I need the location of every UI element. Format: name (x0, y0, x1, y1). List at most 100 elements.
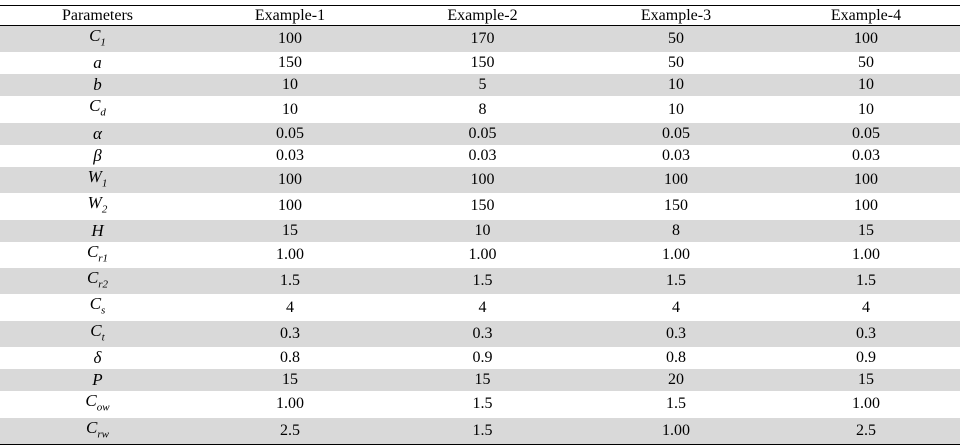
header-cell: Parameters (0, 5, 195, 26)
header-cell: Example-1 (195, 5, 385, 26)
value-cell: 0.3 (385, 320, 580, 348)
parameter-subscript: d (100, 106, 106, 119)
parameter-cell: H (0, 219, 195, 242)
table-row: W2 100 150 150 100 (0, 193, 960, 219)
parameter-subscript: 1 (100, 36, 106, 49)
value-cell: 150 (470, 54, 495, 72)
parameter-cell: Crw (0, 417, 195, 445)
value-cell: 10 (195, 74, 385, 97)
parameter-subscript: r1 (98, 251, 109, 264)
value-cell: 4 (478, 298, 487, 316)
parameter-cell: Cow (0, 391, 195, 417)
value-cell: 20 (580, 369, 772, 392)
value-cell: 150 (664, 197, 688, 215)
parameter-cell: C1 (0, 25, 195, 53)
parameter-cell: a (0, 52, 195, 74)
parameter-subscript: r2 (98, 278, 109, 291)
parameter-symbol: C (90, 320, 102, 340)
value-cell: 1.5 (666, 395, 686, 413)
value-cell: 1.00 (852, 395, 880, 413)
value-cell: 100 (772, 166, 960, 194)
value-cell: 100 (580, 166, 772, 194)
value-cell: 15 (195, 219, 385, 242)
table-row: C1 100 170 50 100 (0, 25, 960, 53)
value-cell: 15 (772, 369, 960, 392)
parameter-subscript: 2 (101, 203, 108, 216)
value-cell: 0.3 (772, 320, 960, 348)
parameter-symbol: C (89, 26, 101, 45)
value-cell: 10 (668, 100, 684, 118)
table-row: Cow 1.00 1.5 1.5 1.00 (0, 391, 960, 417)
header-cell: Example-4 (772, 5, 960, 26)
value-cell: 100 (195, 25, 385, 53)
parameter-cell: P (0, 369, 195, 392)
value-cell: 1.5 (772, 267, 960, 295)
parameter-symbol: a (93, 53, 102, 73)
parameter-cell: δ (0, 347, 195, 369)
value-cell: 0.8 (280, 349, 300, 367)
parameter-symbol: H (91, 220, 104, 240)
value-cell: 1.00 (276, 245, 304, 263)
value-cell: 100 (854, 197, 878, 215)
parameter-cell: b (0, 74, 195, 97)
value-cell: 0.05 (772, 122, 960, 145)
value-cell: 4 (672, 298, 680, 316)
parameter-cell: Cd (0, 96, 195, 122)
value-cell: 0.03 (662, 146, 690, 164)
parameter-cell: Cr2 (0, 267, 195, 295)
parameter-symbol: C (86, 417, 98, 437)
table-row: β 0.03 0.03 0.03 0.03 (0, 145, 960, 167)
value-cell: 50 (858, 54, 874, 72)
value-cell: 1.00 (852, 245, 880, 263)
value-cell: 1.00 (276, 395, 304, 413)
parameter-subscript: ow (96, 401, 110, 414)
parameter-symbol: W (87, 166, 102, 186)
table-row: Cd 10 8 10 10 (0, 96, 960, 122)
value-cell: 100 (385, 166, 580, 194)
value-cell: 8 (580, 219, 772, 242)
parameter-subscript: rw (97, 427, 109, 440)
value-cell: 100 (195, 166, 385, 194)
value-cell: 5 (385, 74, 580, 97)
value-cell: 10 (385, 219, 580, 242)
value-cell: 1.5 (385, 267, 580, 295)
value-cell: 1.00 (468, 245, 497, 263)
table-row: b 10 5 10 10 (0, 74, 960, 97)
table-body: C1 100 170 50 100 a 150 150 50 50 b 10 5 10 10 Cd 10 8 10 1… (0, 25, 960, 445)
table-row: Cr2 1.5 1.5 1.5 1.5 (0, 267, 960, 295)
parameter-cell: α (0, 122, 195, 145)
value-cell: 10 (772, 74, 960, 97)
value-cell: 8 (478, 100, 487, 118)
parameter-table: Parameters Example-1 Example-2 Example-3 Exa… (0, 5, 960, 445)
parameter-symbol: P (92, 370, 103, 390)
parameter-subscript: s (101, 304, 106, 317)
parameter-symbol: C (89, 294, 102, 314)
value-cell: 4 (286, 298, 294, 316)
parameter-symbol: C (86, 241, 99, 261)
table-row: Cs 4 4 4 4 (0, 294, 960, 320)
parameter-symbol: W (87, 193, 102, 213)
parameter-cell: Ct (0, 320, 195, 348)
table-row: Crw 2.5 1.5 1.00 2.5 (0, 417, 960, 445)
parameter-symbol: C (85, 391, 97, 411)
table-row: H 15 10 8 15 (0, 219, 960, 242)
value-cell: 0.8 (666, 349, 686, 367)
parameter-symbol: C (89, 96, 101, 116)
table-row: P 15 15 20 15 (0, 369, 960, 392)
parameter-cell: W2 (0, 193, 195, 219)
value-cell: 50 (580, 25, 772, 53)
value-cell: 1.5 (472, 395, 493, 413)
parameter-symbol: β (93, 145, 102, 165)
value-cell: 15 (772, 219, 960, 242)
value-cell: 0.3 (580, 320, 772, 348)
value-cell: 4 (862, 298, 870, 316)
value-cell: 0.03 (852, 146, 880, 164)
parameter-cell: Cs (0, 294, 195, 320)
value-cell: 1.5 (580, 267, 772, 295)
parameter-cell: W1 (0, 166, 195, 194)
value-cell: 50 (668, 54, 684, 72)
table-row: W1 100 100 100 100 (0, 166, 960, 194)
value-cell: 15 (195, 369, 385, 392)
value-cell: 100 (772, 25, 960, 53)
value-cell: 1.5 (195, 267, 385, 295)
